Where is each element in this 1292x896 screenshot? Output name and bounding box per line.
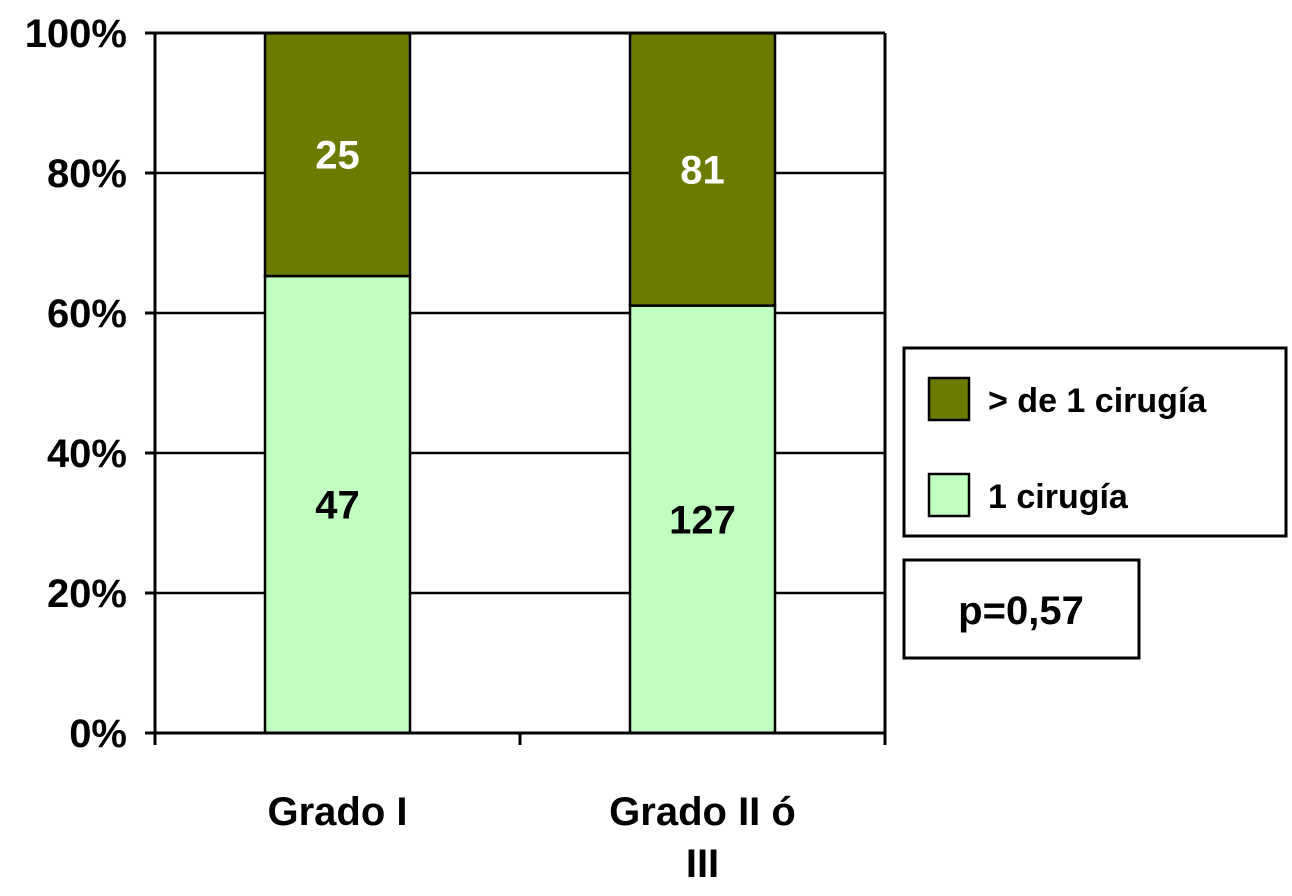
y-tick-label: 60% bbox=[47, 292, 127, 336]
legend-swatch-one bbox=[927, 472, 971, 518]
legend-label-more-than-one: > de 1 cirugía bbox=[988, 382, 1207, 420]
p-value-frame bbox=[902, 558, 1141, 660]
data-label: 81 bbox=[680, 148, 725, 192]
y-tick-labels: 0% 20% 40% 60% 80% 100% bbox=[25, 12, 127, 756]
legend: > de 1 cirugía 1 cirugía bbox=[902, 346, 1288, 538]
bar-segment bbox=[263, 31, 412, 278]
data-label: 47 bbox=[315, 484, 360, 528]
y-tick-label: 20% bbox=[47, 572, 127, 616]
y-tick-label: 0% bbox=[69, 712, 127, 756]
category-label: III bbox=[686, 842, 719, 886]
data-label: 127 bbox=[669, 498, 736, 542]
y-tick-label: 100% bbox=[25, 12, 127, 56]
category-labels: Grado I Grado II ó III bbox=[267, 790, 795, 886]
legend-label-one: 1 cirugía bbox=[988, 478, 1129, 516]
data-labels: 47 25 127 81 bbox=[315, 134, 736, 543]
bars bbox=[263, 31, 777, 735]
bar-segment bbox=[263, 274, 412, 735]
axes bbox=[145, 31, 887, 745]
category-label: Grado I bbox=[267, 790, 407, 834]
p-value-box: p=0,57 bbox=[902, 558, 1141, 660]
data-label: 25 bbox=[315, 134, 360, 178]
legend-swatch-more-than-one bbox=[927, 376, 971, 422]
y-tick-label: 80% bbox=[47, 152, 127, 196]
category-label: Grado II ó bbox=[609, 790, 796, 834]
y-tick-label: 40% bbox=[47, 432, 127, 476]
p-value-text: p=0,57 bbox=[958, 589, 1084, 633]
